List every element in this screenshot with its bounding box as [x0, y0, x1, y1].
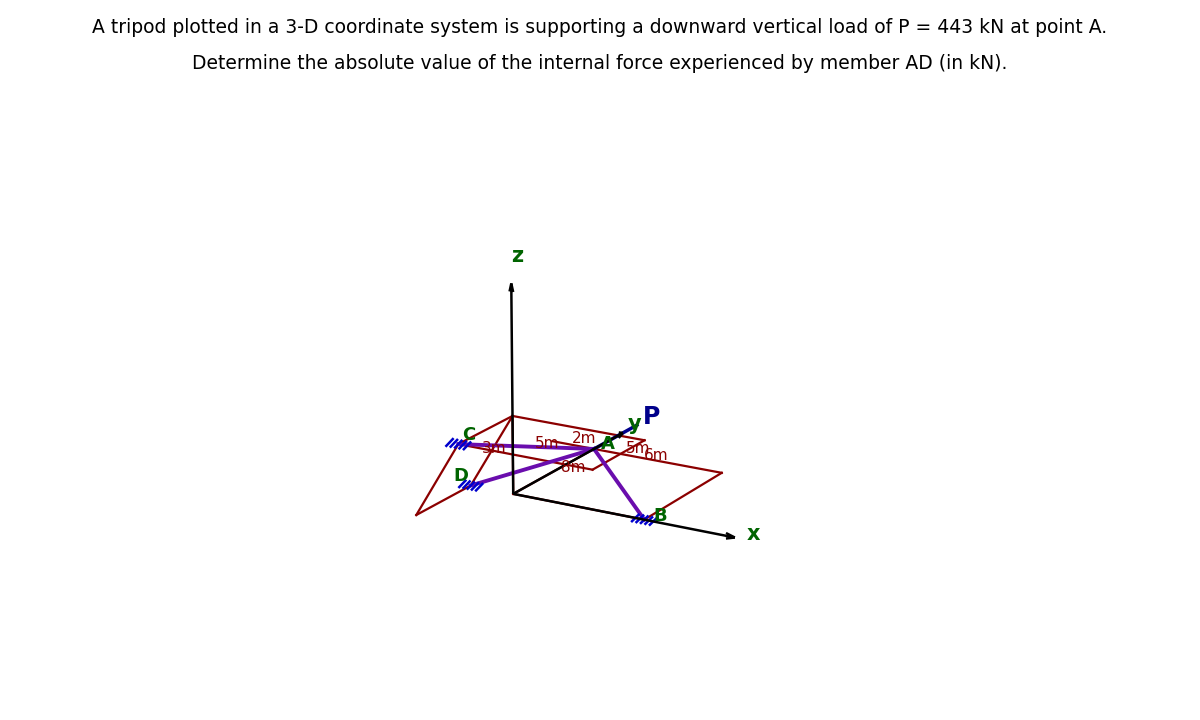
Text: Determine the absolute value of the internal force experienced by member AD (in : Determine the absolute value of the inte…: [192, 54, 1008, 73]
Text: A tripod plotted in a 3-D coordinate system is supporting a downward vertical lo: A tripod plotted in a 3-D coordinate sys…: [92, 18, 1108, 37]
